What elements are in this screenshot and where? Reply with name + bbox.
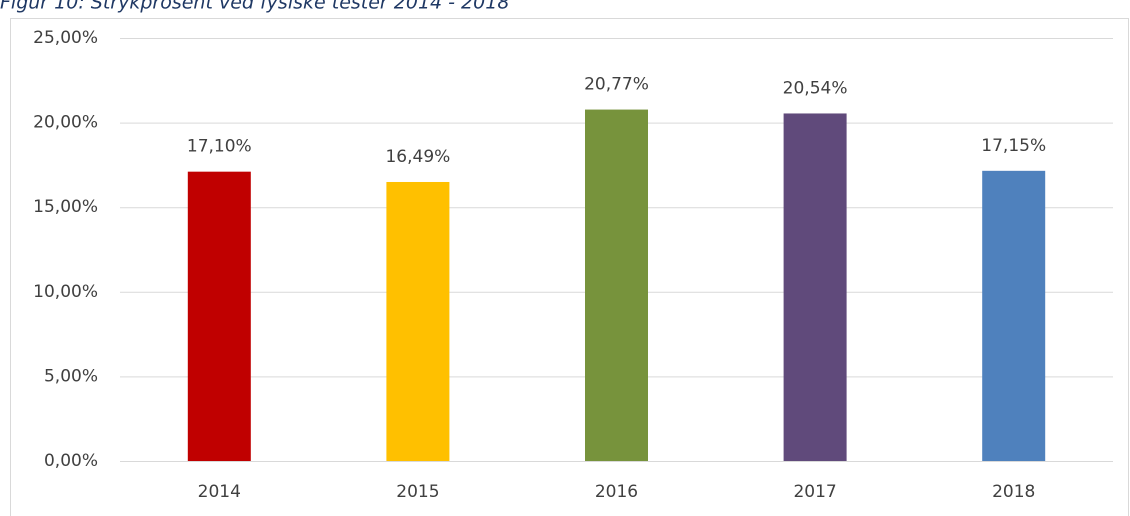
- value-label: 17,10%: [187, 137, 252, 157]
- bar: [783, 113, 847, 462]
- bar: [187, 171, 251, 461]
- x-tick-label: 2016: [595, 482, 638, 502]
- bar: [585, 109, 648, 462]
- y-tick-label: 25,00%: [33, 28, 98, 48]
- value-label: 17,15%: [981, 136, 1046, 156]
- y-tick-label: 0,00%: [44, 451, 98, 471]
- chart-title: Figur 10: Strykprosent ved fysiske teste…: [0, 0, 509, 14]
- x-tick-label: 2018: [992, 482, 1035, 502]
- x-tick-label: 2017: [793, 482, 836, 502]
- y-tick-label: 15,00%: [33, 197, 98, 217]
- value-label: 20,77%: [584, 75, 649, 95]
- y-tick-label: 20,00%: [33, 113, 98, 133]
- value-label: 16,49%: [385, 147, 450, 167]
- y-tick-label: 5,00%: [44, 366, 98, 386]
- y-tick-label: 10,00%: [33, 282, 98, 302]
- bar: [982, 170, 1046, 461]
- bar: [386, 181, 450, 461]
- x-tick-label: 2015: [396, 482, 439, 502]
- value-label: 20,54%: [783, 78, 848, 98]
- x-tick-label: 2014: [198, 482, 241, 502]
- chart-border: [10, 18, 1129, 516]
